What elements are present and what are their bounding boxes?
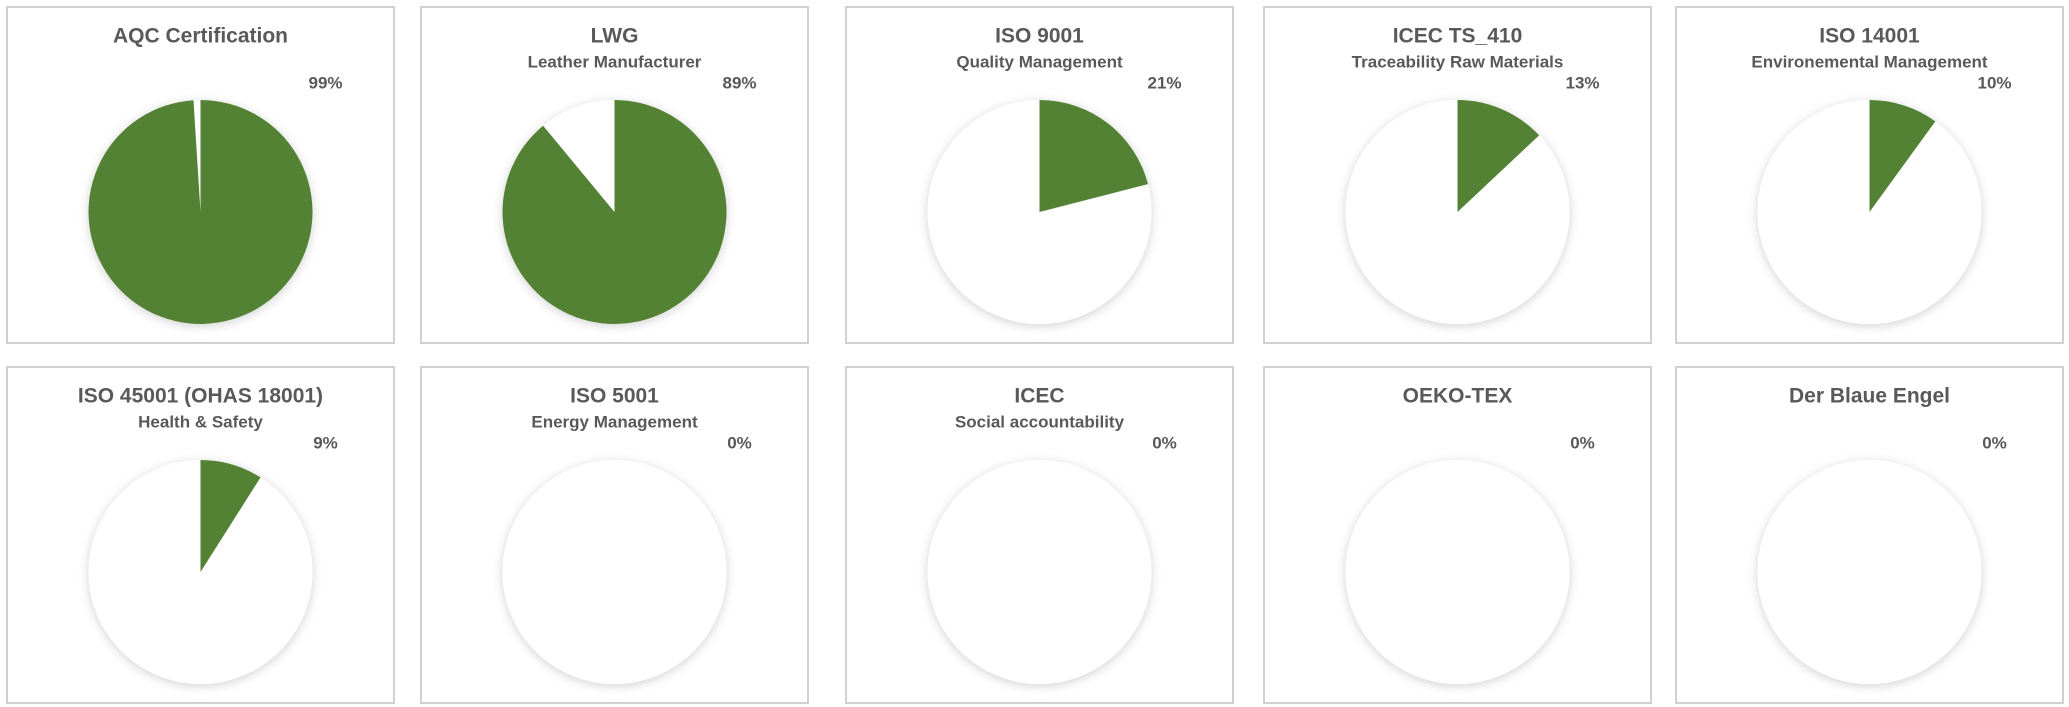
pie-background [502,460,727,684]
chart-title: AQC Certification [113,25,288,48]
pie-slice [88,100,313,325]
chart-subtitle: Traceability Raw Materials [1352,52,1564,71]
chart-title: ISO 9001 [995,25,1084,48]
data-label: 0% [1570,433,1595,452]
chart-subtitle: Social accountability [955,412,1125,431]
chart-title: ISO 5001 [570,385,659,408]
pie-slice [200,460,261,572]
pie-slice [1457,100,1540,212]
data-label: 99% [308,73,342,92]
data-label: 89% [722,73,756,92]
chart-title: LWG [591,25,639,48]
chart-subtitle: Energy Management [531,412,698,431]
pie-background [1345,460,1570,684]
chart-subtitle: Health & Safety [138,412,263,431]
data-label: 0% [1152,433,1177,452]
chart-subtitle: Leather Manufacturer [528,52,702,71]
chart-title: ISO 14001 [1819,25,1920,48]
chart-subtitle: Quality Management [956,52,1123,71]
data-label: 10% [1977,73,2011,92]
pie-slice [1869,100,1936,212]
data-label: 0% [1982,433,2007,452]
data-label: 0% [727,433,752,452]
pie-slice [1039,100,1148,212]
chart-title: ICEC [1014,385,1064,408]
data-label: 21% [1147,73,1181,92]
chart-title: ICEC TS_410 [1393,25,1523,48]
data-label: 13% [1565,73,1599,92]
data-label: 9% [313,433,338,452]
pie-slice [502,100,727,324]
pie-background [1757,460,1982,684]
chart-title: Der Blaue Engel [1789,385,1950,408]
chart-subtitle: Environemental Management [1751,52,1988,71]
pie-background [927,460,1152,684]
chart-title: ISO 45001 (OHAS 18001) [78,385,323,408]
chart-title: OEKO-TEX [1403,385,1513,408]
